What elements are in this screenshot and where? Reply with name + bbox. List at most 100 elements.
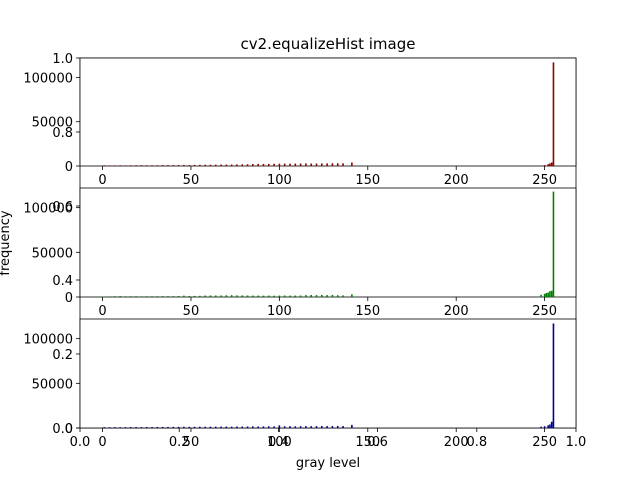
green-histogram-bar (193, 295, 196, 297)
blue-histogram-bar (252, 426, 254, 428)
green-histogram-bar (299, 295, 302, 297)
blue-histogram-bar (177, 426, 180, 428)
red-histogram-bar (114, 165, 116, 166)
red-x-tick-label: 100 (267, 173, 292, 188)
red-histogram-bar (547, 164, 549, 166)
red-histogram-bar (225, 164, 228, 166)
blue-histogram-bar (262, 426, 265, 428)
green-panel-frame (79, 187, 577, 298)
green-histogram-bar (257, 295, 259, 297)
green-y-tick-label: 0 (65, 291, 73, 306)
red-histogram-bar (140, 165, 143, 166)
blue-histogram-bar (145, 426, 148, 428)
green-histogram-bar (124, 296, 127, 297)
green-histogram-bar (145, 296, 148, 297)
red-histogram-bar (156, 165, 159, 166)
green-histogram-bar (315, 295, 318, 297)
green-x-tick-label: 100 (267, 304, 292, 319)
green-histogram-bar (230, 295, 233, 297)
blue-y-tick-label: 0 (65, 422, 73, 437)
green-histogram-bar (236, 295, 238, 297)
red-histogram-bar (336, 163, 339, 166)
green-histogram-bar (252, 295, 254, 297)
green-histogram-bar (289, 295, 291, 297)
blue-histogram-bar (267, 426, 270, 428)
blue-histogram-bar (130, 427, 132, 428)
blue-histogram-bar (547, 425, 549, 428)
blue-histogram-bar (183, 426, 185, 428)
background-x-tick-label: 1.0 (566, 435, 587, 450)
blue-histogram-bar (336, 425, 339, 428)
green-histogram-bar (336, 295, 339, 297)
red-panel-frame (79, 57, 577, 167)
green-histogram-bar (552, 191, 555, 297)
blue-y-tick-label: 100000 (23, 333, 73, 348)
green-histogram-bar (547, 292, 549, 297)
green-x-tick-label: 50 (183, 304, 200, 319)
blue-histogram-bar (549, 424, 551, 428)
blue-histogram-bar (273, 426, 275, 428)
blue-histogram-bar (225, 426, 228, 428)
green-histogram-bar (326, 295, 328, 297)
blue-histogram-bar (315, 426, 318, 428)
red-histogram-bar (294, 163, 297, 166)
blue-x-tick-label: 200 (444, 435, 469, 450)
blue-histogram-bar (161, 426, 164, 428)
red-x-tick-label: 0 (98, 173, 106, 188)
y-axis-label: frequency (0, 210, 13, 276)
blue-histogram-bar (193, 426, 196, 428)
green-histogram-bar (214, 295, 217, 297)
red-histogram-bar (119, 165, 122, 166)
blue-x-tick-label: 50 (183, 435, 200, 450)
blue-histogram-bar (310, 426, 312, 428)
red-y-tick-label: 100000 (23, 71, 73, 86)
green-histogram-bar (151, 296, 153, 297)
blue-histogram-bar (283, 426, 286, 428)
green-histogram-bar (225, 295, 228, 297)
red-histogram-bar (145, 165, 148, 166)
blue-histogram-bar (204, 426, 206, 428)
background-x-tick-label: 0.0 (70, 435, 91, 450)
red-histogram-bar (310, 163, 312, 166)
red-histogram-bar (342, 163, 344, 166)
green-y-tick-label: 50000 (32, 246, 73, 261)
red-histogram-bar (108, 165, 111, 166)
red-histogram-bar (214, 164, 217, 166)
green-histogram-bar (540, 294, 542, 297)
background-y-tick-label: 0.0 (52, 422, 73, 437)
red-histogram-bar (262, 163, 265, 166)
red-histogram-bar (209, 164, 212, 166)
blue-histogram-bar (246, 426, 249, 428)
blue-histogram-bar (220, 426, 222, 428)
red-histogram-bar (549, 163, 551, 166)
green-histogram-bar (167, 296, 169, 297)
green-histogram-bar (188, 296, 190, 297)
green-histogram-bar (183, 295, 185, 297)
red-x-tick-label: 150 (355, 173, 380, 188)
green-histogram-bar (549, 291, 551, 297)
green-histogram-bar (220, 295, 222, 297)
red-histogram-bar (188, 165, 190, 166)
blue-histogram-bar (299, 426, 302, 428)
background-y-tick-label: 1.0 (52, 52, 73, 67)
green-y-tick-label: 100000 (23, 202, 73, 217)
red-histogram-bar (135, 165, 137, 166)
red-histogram-bar (241, 164, 244, 166)
green-histogram-bar (278, 295, 281, 297)
green-x-tick-label: 200 (444, 304, 469, 319)
green-histogram-bar (119, 296, 122, 297)
red-histogram-bar (246, 164, 249, 166)
red-histogram-bar (236, 164, 238, 166)
blue-histogram-bar (550, 421, 553, 428)
red-histogram-bar (543, 165, 546, 166)
red-histogram-bar (351, 162, 353, 166)
red-histogram-bar (230, 164, 233, 166)
red-histogram-bar (299, 163, 302, 166)
green-histogram-bar (543, 293, 546, 297)
blue-histogram-bar (140, 427, 143, 428)
green-histogram-bar (161, 296, 164, 297)
blue-histogram-bar (294, 426, 297, 428)
background-y-tick-label: 0.6 (52, 200, 73, 215)
blue-histogram-bar (214, 426, 217, 428)
